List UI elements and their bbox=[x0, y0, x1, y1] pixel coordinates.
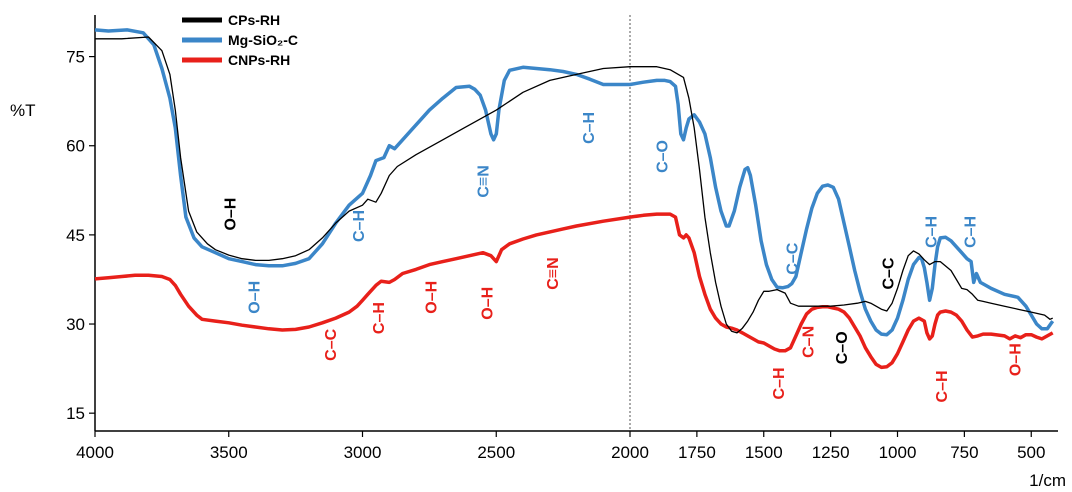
legend-label-0: CPs-RH bbox=[228, 12, 280, 28]
band-label-16: C–O bbox=[834, 331, 851, 364]
x-tick-label-3500: 3500 bbox=[210, 443, 248, 462]
axes: 15 30 45 60 75 4000 3500 3000 2500 2000 1750 1500 12… bbox=[66, 15, 1058, 462]
series-line-1 bbox=[94, 28, 1055, 337]
series-line-0 bbox=[95, 36, 1053, 334]
x-tick-label-2000: 2000 bbox=[611, 443, 649, 462]
band-label-15: C–N bbox=[800, 326, 817, 358]
x-tick-label-4000: 4000 bbox=[76, 443, 114, 462]
band-label-12: O–H bbox=[479, 287, 496, 320]
x-tick-label-500: 500 bbox=[1017, 443, 1045, 462]
band-label-0: O–H bbox=[223, 198, 240, 231]
x-tick-label-1500: 1500 bbox=[745, 443, 783, 462]
x-tick-label-750: 750 bbox=[950, 443, 978, 462]
x-tick-label-2500: 2500 bbox=[477, 443, 515, 462]
band-label-2: C–H bbox=[351, 210, 368, 242]
legend: CPs-RH Mg-SiO₂-C CNPs-RH bbox=[182, 12, 298, 68]
band-label-17: C–C bbox=[881, 257, 898, 289]
legend-label-2: CNPs-RH bbox=[228, 52, 290, 68]
y-tick-label-75: 75 bbox=[66, 48, 85, 67]
x-tick-label-1250: 1250 bbox=[812, 443, 850, 462]
y-tick-label-15: 15 bbox=[66, 404, 85, 423]
y-axis-label: %T bbox=[10, 101, 36, 120]
band-label-8: C–H bbox=[962, 216, 979, 248]
band-label-6: C–C bbox=[784, 242, 801, 274]
band-label-1: O–H bbox=[247, 281, 264, 314]
band-label-18: C–H bbox=[934, 370, 951, 402]
x-tick-label-1000: 1000 bbox=[879, 443, 917, 462]
annotations-layer: O–H O–H C–H C≡N C–H C–O C–C C–H C–H C–C C–H O–H O–H C… bbox=[223, 112, 1025, 403]
legend-label-1: Mg-SiO₂-C bbox=[228, 32, 298, 48]
y-tick-label-30: 30 bbox=[66, 315, 85, 334]
band-label-11: O–H bbox=[423, 281, 440, 314]
x-tick-label-3000: 3000 bbox=[344, 443, 382, 462]
x-tick-label-1750: 1750 bbox=[678, 443, 716, 462]
y-tick-label-60: 60 bbox=[66, 137, 85, 156]
series-layer bbox=[94, 28, 1055, 370]
band-label-14: C–H bbox=[771, 367, 788, 399]
band-label-10: C–H bbox=[371, 302, 388, 334]
band-label-13: C≡N bbox=[545, 257, 562, 289]
band-label-5: C–O bbox=[655, 140, 672, 173]
band-label-3: C≡N bbox=[475, 165, 492, 197]
band-label-19: O–H bbox=[1008, 343, 1025, 376]
y-tick-label-45: 45 bbox=[66, 226, 85, 245]
x-axis-label: 1/cm bbox=[1029, 471, 1066, 490]
band-label-4: C–H bbox=[581, 112, 598, 144]
series-line-2 bbox=[94, 212, 1054, 370]
band-label-9: C–C bbox=[323, 328, 340, 360]
band-label-7: C–H bbox=[923, 216, 940, 248]
